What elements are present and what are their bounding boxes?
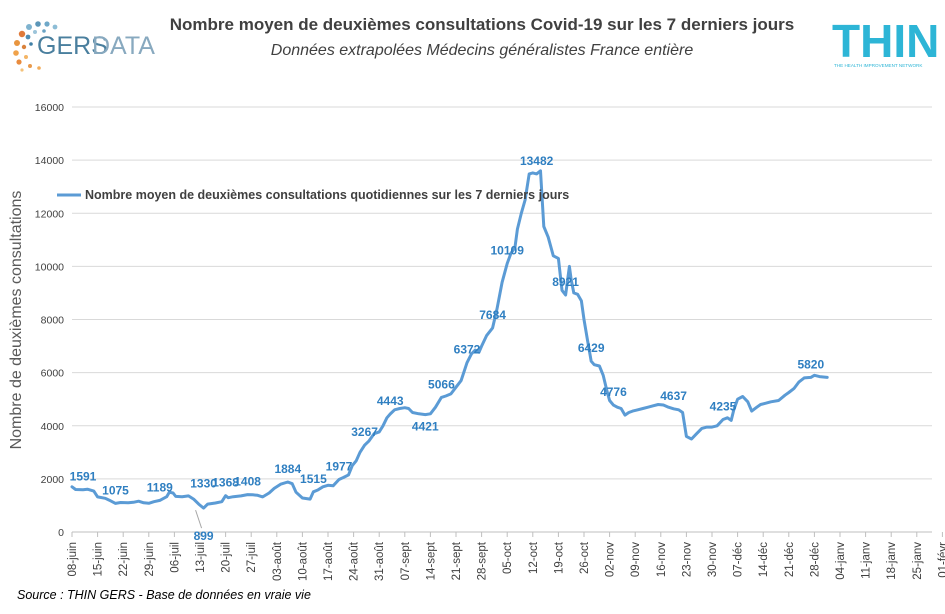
y-axis-label: Nombre de deuxièmes consultations (8, 191, 25, 450)
legend-label: Nombre moyen de deuxièmes consultations … (85, 188, 569, 202)
x-tick-label: 29-juin (144, 542, 156, 577)
data-label: 10109 (491, 243, 525, 257)
x-tick-label: 01-févr (937, 542, 945, 578)
thin-logo-text: THIN (832, 15, 939, 67)
y-tick-label: 12000 (35, 208, 64, 220)
y-tick-label: 8000 (41, 315, 65, 327)
x-tick-label: 12-oct (528, 541, 540, 574)
x-tick-label: 16-nov (656, 542, 668, 577)
legend: Nombre moyen de deuxièmes consultations … (57, 188, 569, 202)
x-tick-label: 28-déc (809, 542, 821, 577)
x-tick-label: 19-oct (553, 541, 565, 574)
source-note: Source : THIN GERS - Base de données en … (17, 588, 311, 602)
x-tick-label: 02-nov (605, 542, 617, 577)
x-tick-label: 07-sept (400, 541, 412, 580)
x-tick-label: 18-janv (886, 542, 898, 580)
x-tick-label: 14-sept (425, 541, 437, 580)
data-label: 1189 (147, 480, 173, 494)
gersdata-text-data: DATA (92, 32, 155, 60)
y-tick-label: 4000 (41, 421, 65, 433)
thin-logo: THIN THE HEALTH IMPROVEMENT NETWORK (832, 15, 939, 68)
data-label: 4637 (660, 389, 687, 403)
x-tick-label: 30-nov (707, 542, 719, 577)
x-tick-label: 09-nov (630, 542, 642, 577)
x-tick-label: 07-déc (733, 542, 745, 577)
data-label: 5066 (428, 377, 455, 391)
y-tick-label: 14000 (35, 155, 64, 167)
data-label: 1515 (300, 472, 327, 486)
chart-subtitle: Données extrapolées Médecins généraliste… (271, 42, 694, 59)
data-label: 8921 (552, 275, 579, 289)
x-tick-label: 05-oct (502, 541, 514, 574)
x-tick-label: 06-juil (169, 542, 181, 573)
x-tick-label: 26-oct (579, 541, 591, 574)
data-label: 4421 (412, 420, 439, 434)
x-axis: 08-juin 15-juin 22-juin 29-juin 06-juil 13-ju… (67, 531, 945, 581)
data-label: 1408 (234, 475, 261, 489)
x-tick-label: 20-juil (221, 542, 233, 573)
gersdata-text-gers: GERS (37, 32, 108, 60)
x-tick-label: 15-juin (93, 542, 105, 577)
x-tick-label: 13-juil (195, 542, 207, 573)
series-group (70, 169, 829, 510)
data-label: 1591 (70, 470, 97, 484)
data-label: 4235 (710, 400, 737, 414)
data-label: 1075 (102, 483, 129, 497)
y-tick-label: 10000 (35, 261, 64, 273)
chart-title: Nombre moyen de deuxièmes consultations … (170, 15, 794, 34)
x-tick-label: 08-juin (67, 542, 79, 577)
thin-logo-tagline: THE HEALTH IMPROVEMENT NETWORK (834, 63, 923, 68)
data-label: 5820 (797, 357, 824, 371)
data-label: 1977 (326, 459, 353, 473)
x-tick-label: 28-sept (477, 541, 489, 580)
x-tick-label: 10-août (297, 541, 309, 581)
x-tick-label: 23-nov (681, 542, 693, 577)
data-label: 4443 (377, 394, 404, 408)
y-tick-label: 0 (58, 527, 64, 539)
x-tick-label: 04-janv (835, 542, 847, 580)
data-label: 6429 (578, 341, 605, 355)
x-tick-label: 11-janv (861, 542, 873, 579)
data-label: 1330 (190, 477, 217, 491)
data-label: 3267 (351, 425, 378, 439)
data-label: 4776 (600, 385, 627, 399)
gersdata-dots-icon (13, 21, 58, 72)
y-tick-label: 16000 (35, 102, 64, 114)
gersdata-logo: GERS DATA (13, 21, 155, 72)
x-tick-label: 22-juin (118, 542, 130, 577)
x-tick-label: 21-déc (784, 542, 796, 577)
data-label: 1368 (212, 476, 239, 490)
data-label: 6372 (454, 343, 481, 357)
data-label-leader (195, 509, 203, 529)
series-line (70, 169, 829, 510)
x-tick-label: 21-sept (451, 541, 463, 580)
data-label: 899 (194, 529, 214, 543)
data-label: 1884 (274, 462, 301, 476)
x-tick-label: 14-déc (758, 542, 770, 577)
y-tick-label: 6000 (41, 368, 65, 380)
x-tick-label: 03-août (272, 541, 284, 581)
data-label: 13482 (520, 154, 554, 168)
x-tick-label: 27-juil (246, 542, 258, 573)
y-axis-ticks: 0 2000 4000 6000 8000 10000 12000 14000 16000 (35, 102, 64, 539)
y-tick-label: 2000 (41, 474, 65, 486)
x-tick-label: 17-août (323, 541, 335, 581)
x-tick-label: 24-août (349, 541, 361, 581)
x-tick-label: 25-janv (912, 542, 924, 580)
x-tick-label: 31-août (374, 541, 386, 581)
data-label: 7684 (479, 308, 506, 322)
